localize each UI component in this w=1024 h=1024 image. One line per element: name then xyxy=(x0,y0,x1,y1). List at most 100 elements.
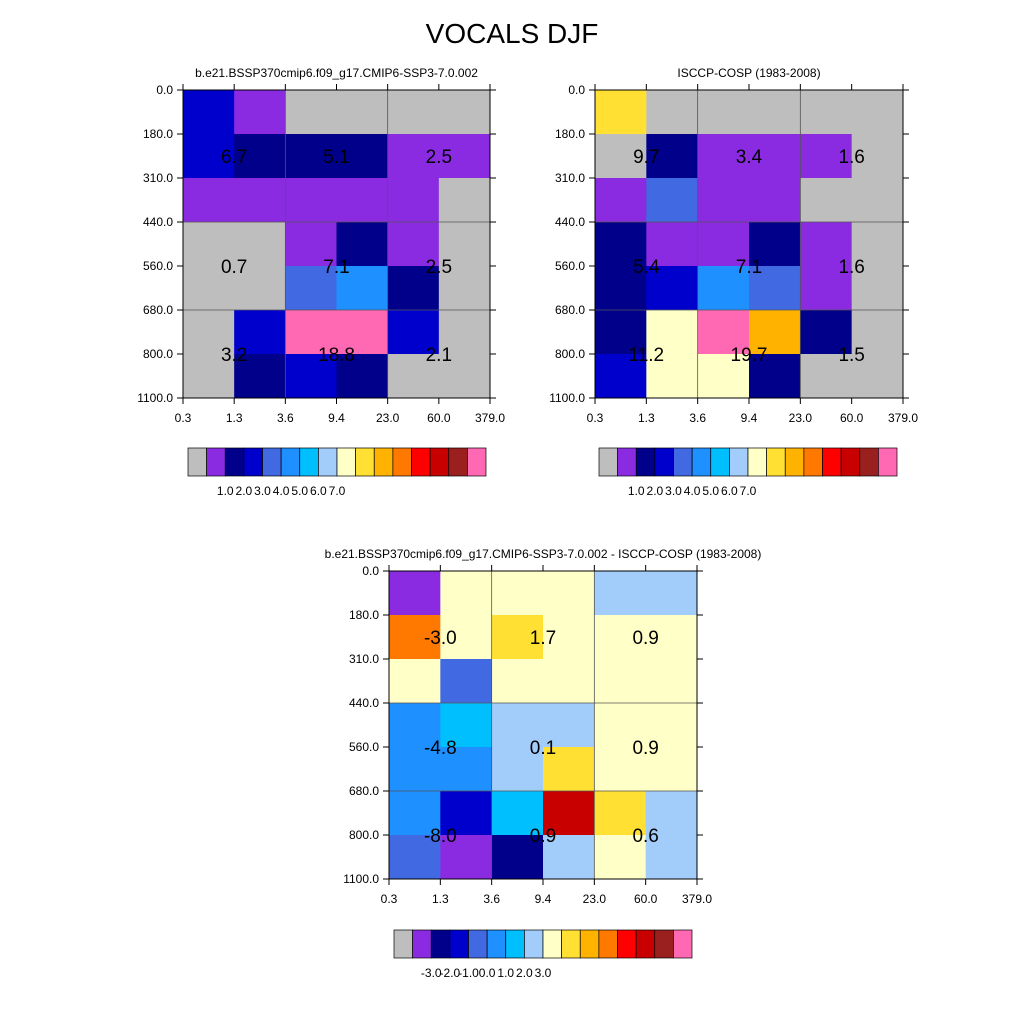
y-tick-label: 1100.0 xyxy=(549,391,585,405)
colorbar-box xyxy=(561,929,581,959)
heatmap-cell xyxy=(646,134,699,179)
heatmap-cell xyxy=(183,266,235,311)
colorbar-box xyxy=(467,447,487,477)
heatmap-cell xyxy=(749,266,801,311)
colorbar-label: 2.0 xyxy=(236,484,253,498)
y-tick-label: 440.0 xyxy=(555,215,585,229)
y-tick-label: 310.0 xyxy=(349,652,379,666)
heatmap-cell xyxy=(438,354,491,399)
colorbar-label: 6.0 xyxy=(721,484,738,498)
colorbar-box xyxy=(449,929,469,959)
colorbar-box xyxy=(429,447,450,477)
heatmap-cell xyxy=(595,266,647,311)
colorbar-box xyxy=(654,447,674,477)
y-tick-label: 800.0 xyxy=(349,828,379,842)
heatmap-cell xyxy=(387,310,440,355)
heatmap-cell xyxy=(595,90,647,135)
y-tick-label: 800.0 xyxy=(555,347,585,361)
x-tick-label: 0.3 xyxy=(381,892,398,906)
colorbar-label: 7.0 xyxy=(740,484,757,498)
colorbar-box xyxy=(206,447,226,477)
heatmap-cell xyxy=(697,310,750,355)
data-label: 3.2 xyxy=(221,345,247,366)
y-tick-label: 680.0 xyxy=(143,303,173,317)
heatmap-cell xyxy=(285,266,337,311)
colorbar-label: 4.0 xyxy=(684,484,701,498)
heatmap-cell xyxy=(491,659,544,704)
heatmap-cell xyxy=(234,178,286,223)
heatmap-cell xyxy=(697,222,750,267)
data-label: 0.9 xyxy=(632,628,658,649)
colorbar-box xyxy=(412,929,432,959)
colorbar-label: 3.0 xyxy=(535,966,552,980)
x-tick-label: 3.6 xyxy=(277,411,294,425)
colorbar-box xyxy=(673,929,693,959)
heatmap-cell xyxy=(183,134,235,179)
heatmap-cell xyxy=(440,747,493,792)
heatmap-cell xyxy=(438,178,491,223)
heatmap-cell xyxy=(800,310,853,355)
heatmap-cell xyxy=(749,178,801,223)
heatmap-cell xyxy=(183,178,235,223)
colorbar-box xyxy=(747,447,767,477)
heatmap-cell xyxy=(389,615,441,660)
data-label: 0.6 xyxy=(632,826,658,847)
heatmap-cell xyxy=(491,835,544,880)
y-tick-label: 310.0 xyxy=(555,171,585,185)
x-tick-label: 60.0 xyxy=(634,892,658,906)
colorbar-box xyxy=(822,447,842,477)
heatmap-cell xyxy=(285,178,337,223)
y-tick-label: 680.0 xyxy=(555,303,585,317)
data-label: 0.9 xyxy=(530,826,556,847)
colorbar-box xyxy=(393,929,413,959)
heatmap-cell xyxy=(285,354,337,399)
heatmap-cell xyxy=(183,90,235,135)
heatmap-cell xyxy=(543,659,595,704)
colorbar-label: 5.0 xyxy=(702,484,719,498)
data-label: 0.7 xyxy=(221,257,247,278)
data-label: 2.5 xyxy=(426,257,452,278)
heatmap-cell xyxy=(389,747,441,792)
colorbar-box xyxy=(598,929,618,959)
x-tick-label: 9.4 xyxy=(535,892,552,906)
y-tick-label: 310.0 xyxy=(143,171,173,185)
colorbar-box xyxy=(617,447,637,477)
heatmap-cell xyxy=(645,571,698,616)
data-label: 19.7 xyxy=(731,345,768,366)
colorbar-label: 2.0 xyxy=(647,484,664,498)
heatmap-cell xyxy=(697,134,750,179)
data-label: 1.5 xyxy=(838,345,864,366)
heatmap-cell xyxy=(440,571,493,616)
data-label: 1.6 xyxy=(838,257,864,278)
heatmap-cell xyxy=(851,134,904,179)
heatmap-cell xyxy=(543,835,595,880)
data-label: 9.7 xyxy=(633,147,659,168)
heatmap-cell xyxy=(491,703,544,748)
colorbar-box xyxy=(673,447,693,477)
colorbar-box xyxy=(729,447,749,477)
heatmap-cell xyxy=(543,791,595,836)
x-tick-label: 23.0 xyxy=(583,892,607,906)
heatmap-cell xyxy=(646,354,699,399)
y-tick-label: 180.0 xyxy=(349,608,379,622)
heatmap-cell xyxy=(387,178,440,223)
x-tick-label: 3.6 xyxy=(689,411,706,425)
colorbar-label: 7.0 xyxy=(329,484,346,498)
heatmap-cell xyxy=(285,134,337,179)
data-label: -4.8 xyxy=(424,738,457,759)
colorbar-box xyxy=(373,447,394,477)
heatmap-cell xyxy=(285,310,337,355)
colorbar-label: -3.0 xyxy=(421,966,442,980)
heatmap-cell xyxy=(336,90,389,135)
x-tick-label: 60.0 xyxy=(840,411,864,425)
heatmap-cell xyxy=(389,703,441,748)
heatmap-cell xyxy=(646,222,699,267)
data-label: 3.4 xyxy=(736,147,763,168)
x-tick-label: 0.3 xyxy=(587,411,604,425)
heatmap-cell xyxy=(440,703,493,748)
heatmap-cell xyxy=(336,134,389,179)
colorbar-box xyxy=(280,447,301,477)
heatmap-cell xyxy=(749,90,801,135)
colorbar-box xyxy=(784,447,805,477)
